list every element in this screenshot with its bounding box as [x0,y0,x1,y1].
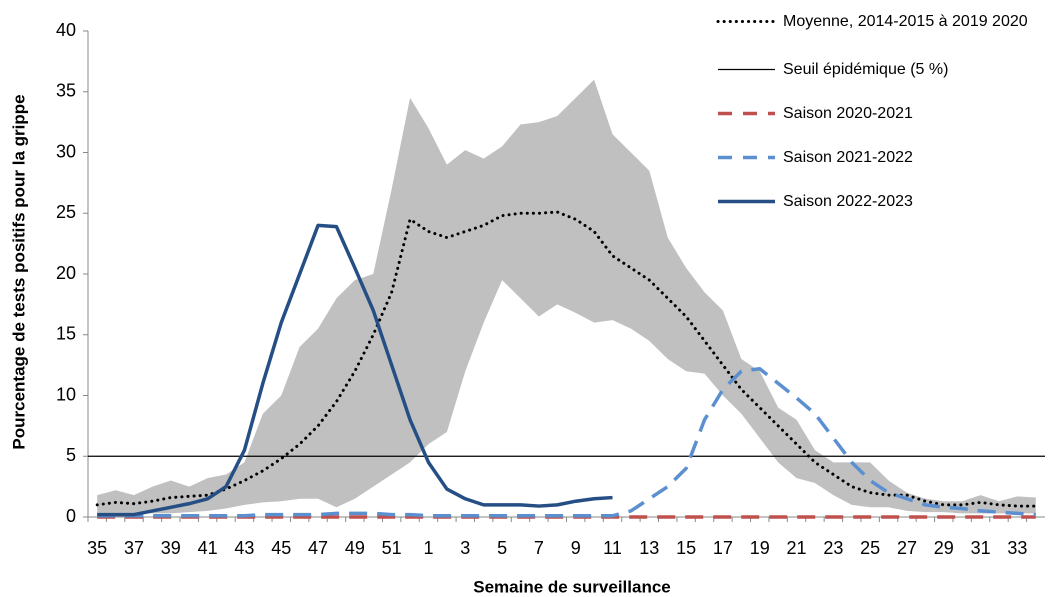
x-tick-label: 15 [676,538,696,558]
x-tick-label: 33 [1007,538,1027,558]
x-tick-label: 13 [639,538,659,558]
range-band [97,79,1036,515]
x-tick-label: 39 [161,538,181,558]
x-tick-label: 5 [497,538,507,558]
y-tick-label: 25 [56,202,76,222]
x-tick-label: 43 [234,538,254,558]
y-tick-label: 10 [56,384,76,404]
y-tick-label: 15 [56,324,76,344]
x-tick-label: 47 [308,538,328,558]
x-tick-label: 21 [787,538,807,558]
x-tick-label: 49 [345,538,365,558]
legend-label: Seuil épidémique (5 %) [783,61,949,78]
legend-label: Moyenne, 2014-2015 à 2019 2020 [783,13,1028,30]
legend-label: Saison 2020-2021 [783,105,913,122]
x-tick-label: 19 [750,538,770,558]
legend-label: Saison 2021-2022 [783,149,913,166]
x-tick-label: 41 [198,538,218,558]
y-tick-label: 20 [56,263,76,283]
y-tick-label: 5 [66,445,76,465]
x-tick-label: 29 [934,538,954,558]
x-tick-label: 45 [271,538,291,558]
x-tick-label: 1 [423,538,433,558]
x-tick-label: 31 [971,538,991,558]
y-tick-label: 0 [66,506,76,526]
x-tick-label: 9 [571,538,581,558]
x-tick-label: 37 [124,538,144,558]
x-tick-label: 7 [534,538,544,558]
y-tick-label: 35 [56,81,76,101]
y-tick-label: 40 [56,20,76,40]
y-axis-title: Pourcentage de tests positifs pour la gr… [9,94,28,449]
x-tick-label: 17 [713,538,733,558]
series-line [97,367,1036,518]
x-tick-label: 25 [860,538,880,558]
x-tick-label: 11 [603,538,622,558]
x-tick-label: 35 [87,538,107,558]
x-tick-label: 27 [897,538,917,558]
x-tick-label: 3 [460,538,470,558]
x-axis-title: Semaine de surveillance [473,577,671,596]
series-line [97,223,613,517]
x-tick-label: 51 [382,538,402,558]
legend-label: Saison 2022-2023 [783,193,913,210]
x-tick-label: 23 [823,538,843,558]
y-tick-label: 30 [56,141,76,161]
